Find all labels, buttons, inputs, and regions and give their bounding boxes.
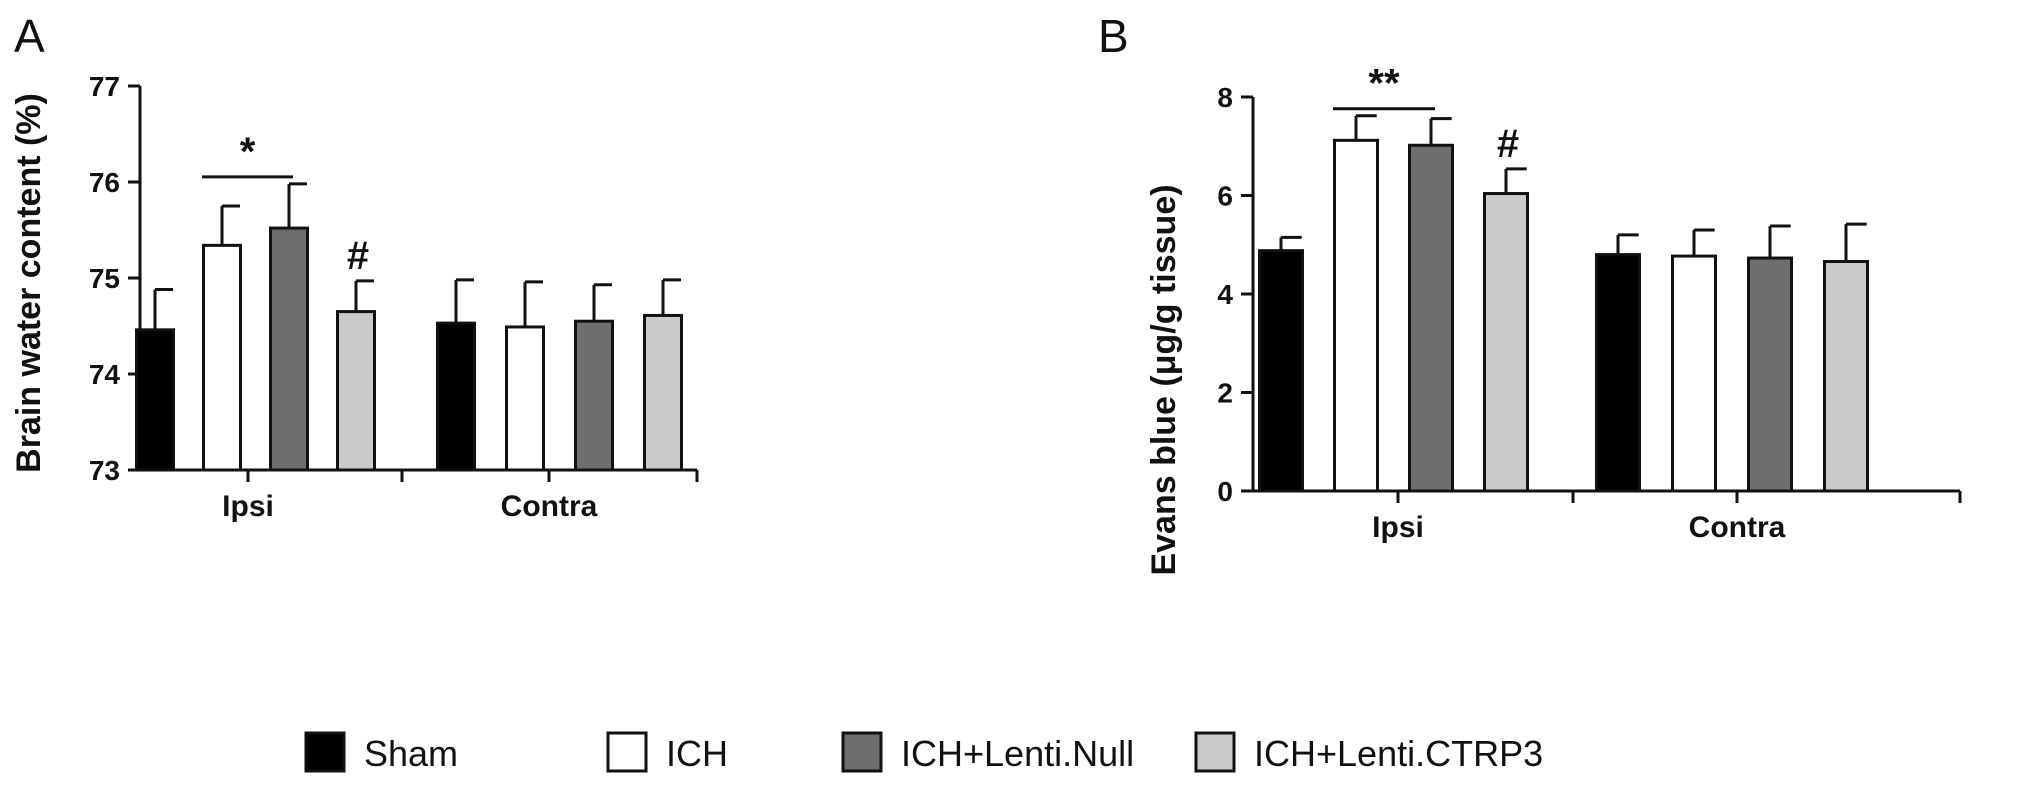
legend-swatch [841, 731, 883, 773]
panel-a-significance-mark: # [347, 234, 369, 278]
panel-b-significance-label: ** [1368, 62, 1400, 106]
panel-a-y-tick-label: 74 [89, 359, 121, 390]
panel-b-bar [1333, 138, 1379, 493]
panel-b-bar [1258, 249, 1304, 493]
panel-b-y-tick-label: 6 [1217, 181, 1233, 212]
panel-b-letter: B [1098, 10, 1129, 62]
panel-a-letter: A [14, 10, 45, 62]
panel-a-y-tick-label: 75 [89, 263, 120, 294]
legend: Sham ICH ICH+Lenti.Null ICH+Lenti.CTRP3 [304, 731, 1543, 774]
panel-a-bar [135, 328, 175, 472]
panel-a-y-tick-label: 76 [89, 167, 120, 198]
panel-a: A Brain water content (%) 73 74 75 76 77 Ipsi… [10, 10, 699, 523]
panel-a-category-label: Contra [501, 490, 598, 523]
panel-b-bar [1671, 254, 1717, 493]
panel-a-y-tick-label: 77 [89, 71, 120, 102]
panel-a-bar [643, 313, 683, 472]
legend-label: Sham [364, 733, 458, 774]
panel-a-y-tick-label: 73 [89, 455, 120, 486]
panel-a-bar [574, 319, 614, 472]
panel-b-bar [1595, 253, 1641, 493]
panel-b-y-tick-label: 2 [1217, 378, 1233, 409]
panel-b-y-tick-label: 0 [1217, 476, 1233, 507]
panel-b-y-tick-label: 4 [1217, 279, 1233, 310]
panel-a-bar [336, 310, 376, 472]
panel-b-bar [1823, 259, 1869, 493]
panel-a-category-label: Ipsi [222, 490, 274, 523]
legend-label: ICH+Lenti.Null [901, 733, 1134, 774]
panel-a-significance-label: * [240, 130, 256, 174]
panel-b: B Evans blue (μg/g tissue) 0 2 4 6 8 Ipsi Cont… [1098, 10, 1962, 576]
panel-a-bar [436, 321, 476, 472]
legend-swatch [1194, 731, 1236, 773]
panel-a-bar [269, 226, 309, 472]
panel-a-y-axis-title: Brain water content (%) [10, 93, 48, 473]
legend-swatch [304, 731, 346, 773]
panel-b-category-label: Ipsi [1372, 511, 1424, 544]
panel-b-significance-mark: # [1497, 122, 1519, 166]
legend-swatch [606, 731, 648, 773]
panel-b-y-axis-title: Evans blue (μg/g tissue) [1145, 184, 1183, 575]
panel-b-bar [1408, 143, 1454, 493]
panel-a-bar [202, 243, 242, 472]
legend-label: ICH+Lenti.CTRP3 [1254, 733, 1543, 774]
legend-label: ICH [666, 733, 728, 774]
panel-b-bar [1483, 192, 1529, 493]
panel-a-bar [505, 325, 545, 472]
panel-b-bar [1747, 256, 1793, 493]
panel-b-category-label: Contra [1689, 511, 1786, 544]
panel-b-y-tick-label: 8 [1217, 82, 1233, 113]
